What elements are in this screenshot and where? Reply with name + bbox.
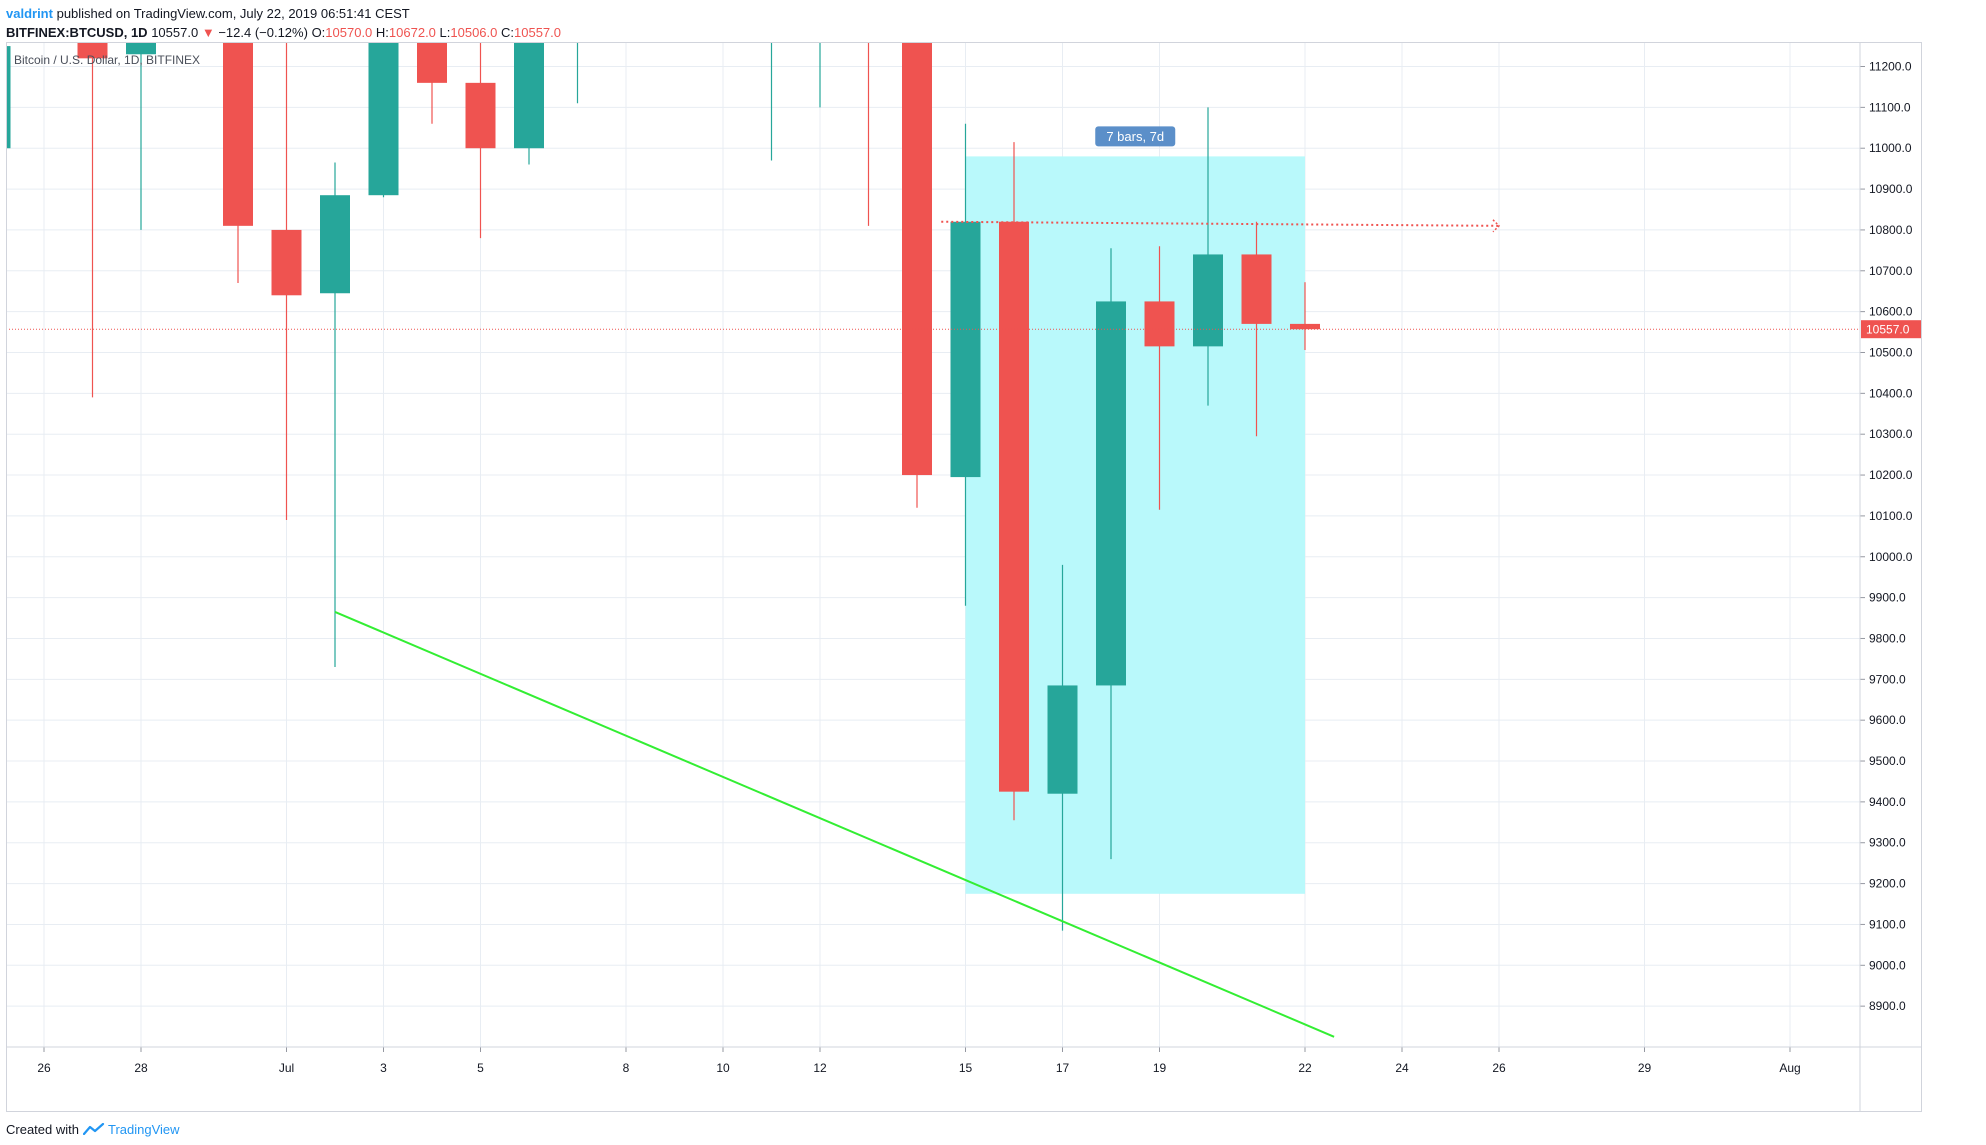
close-value: 10557.0 <box>514 25 562 40</box>
down-candle-body <box>902 42 932 476</box>
y-tick-label: 10000.0 <box>1869 550 1913 564</box>
price-change: −12.4 (−0.12%) <box>218 25 308 40</box>
x-tick-label: 12 <box>813 1061 827 1075</box>
x-tick-label: 15 <box>959 1061 973 1075</box>
current-price-tag <box>1861 320 1921 339</box>
x-tick-label: 26 <box>1492 1061 1506 1075</box>
open-value: 10570.0 <box>325 25 373 40</box>
up-candle-body <box>126 42 156 55</box>
y-tick-label: 10600.0 <box>1869 305 1913 319</box>
y-tick-label: 10200.0 <box>1869 468 1913 482</box>
down-candle-body <box>999 221 1029 792</box>
open-label: O: <box>311 25 326 40</box>
down-candle-body <box>77 42 108 59</box>
annotations: 10557.0 <box>6 219 1921 1038</box>
y-tick-label: 9500.0 <box>1869 754 1906 768</box>
axes: 8900.0 9000.0 9100.0 9200.0 9300.0 9400.0 9500… <box>6 42 1922 1112</box>
symbol-label[interactable]: BITFINEX:BTCUSD, 1D <box>6 25 148 40</box>
up-candle-body <box>1193 254 1223 347</box>
ohlc-line: BITFINEX:BTCUSD, 1D 10557.0 ▼ −12.4 (−0.… <box>6 23 561 42</box>
up-candle-body <box>950 221 981 478</box>
resistance-arrow-icon <box>1492 219 1501 233</box>
tradingview-link[interactable]: TradingView <box>108 1122 180 1137</box>
down-candle-body <box>223 42 253 226</box>
candles <box>6 42 1320 931</box>
y-tick-label: 8900.0 <box>1869 999 1906 1013</box>
x-tick-label: 3 <box>380 1061 387 1075</box>
y-tick-label: 10700.0 <box>1869 264 1913 278</box>
x-tick-label: 10 <box>716 1061 730 1075</box>
y-tick-label: 9400.0 <box>1869 795 1906 809</box>
up-candle-body <box>6 46 11 149</box>
y-tick-label: 9800.0 <box>1869 631 1906 645</box>
y-tick-label: 10100.0 <box>1869 509 1913 523</box>
author-link[interactable]: valdrint <box>6 6 53 21</box>
down-candle-body <box>1144 301 1175 347</box>
y-tick-label: 9300.0 <box>1869 836 1906 850</box>
support-trendline <box>334 610 1335 1038</box>
down-arrow-icon: ▼ <box>201 25 215 40</box>
y-tick-label: 11200.0 <box>1869 60 1912 74</box>
x-tick-label: 8 <box>623 1061 630 1075</box>
down-candle-body <box>417 42 447 83</box>
chart-frame[interactable]: 7 bars, 7d 10557.0 8900.0 9000.0 9100.0 920… <box>6 42 1922 1112</box>
down-candle-body <box>1290 323 1320 330</box>
chart-header: valdrint published on TradingView.com, J… <box>6 4 561 42</box>
current-price-label: 10557.0 <box>1866 323 1910 337</box>
range-badge-label: 7 bars, 7d <box>1106 129 1164 144</box>
publish-info: published on TradingView.com, July 22, 2… <box>56 6 410 21</box>
x-tick-label: Jul <box>279 1061 294 1075</box>
x-tick-label: 5 <box>477 1061 484 1075</box>
y-tick-label: 10500.0 <box>1869 345 1913 359</box>
low-label: L: <box>439 25 451 40</box>
footer: Created with TradingView <box>6 1120 180 1140</box>
y-tick-label: 11100.0 <box>1869 100 1911 114</box>
up-candle-body <box>1047 685 1078 794</box>
up-candle-body <box>368 42 399 196</box>
x-tick-label: 26 <box>37 1061 51 1075</box>
y-tick-label: 9900.0 <box>1869 591 1906 605</box>
publish-line: valdrint published on TradingView.com, J… <box>6 4 561 23</box>
x-tick-label: 28 <box>134 1061 148 1075</box>
down-candle-body <box>465 82 496 149</box>
high-label: H: <box>375 25 389 40</box>
last-price: 10557.0 <box>151 25 199 40</box>
close-label: C: <box>501 25 515 40</box>
y-tick-label: 10300.0 <box>1869 427 1913 441</box>
x-tick-label: 24 <box>1395 1061 1409 1075</box>
down-candle-body <box>1241 254 1272 324</box>
y-tick-label: 10900.0 <box>1869 182 1913 196</box>
grid-lines <box>6 42 1922 1112</box>
y-tick-label: 10800.0 <box>1869 223 1913 237</box>
up-candle-body <box>514 42 544 149</box>
series-legend: Bitcoin / U.S. Dollar, 1D, BITFINEX <box>14 53 200 67</box>
y-tick-label: 9100.0 <box>1869 917 1906 931</box>
created-with-label: Created with <box>6 1122 79 1137</box>
low-value: 10506.0 <box>450 25 498 40</box>
candlestick-chart[interactable]: 7 bars, 7d 10557.0 8900.0 9000.0 9100.0 920… <box>6 42 1922 1112</box>
x-tick-label: 19 <box>1153 1061 1167 1075</box>
range-badge <box>1095 126 1176 147</box>
high-value: 10672.0 <box>388 25 436 40</box>
y-tick-label: 9600.0 <box>1869 713 1906 727</box>
up-candle-body <box>1096 301 1126 686</box>
chart-background <box>6 42 1922 1112</box>
y-tick-label: 10400.0 <box>1869 386 1913 400</box>
down-candle-body <box>271 229 302 296</box>
y-tick-label: 9700.0 <box>1869 672 1906 686</box>
y-tick-label: 9200.0 <box>1869 877 1906 891</box>
x-tick-label: 22 <box>1298 1061 1312 1075</box>
y-tick-label: 11000.0 <box>1869 141 1912 155</box>
x-tick-label: 29 <box>1638 1061 1652 1075</box>
x-tick-label: 17 <box>1056 1061 1070 1075</box>
up-candle-body <box>320 195 350 294</box>
y-tick-label: 9000.0 <box>1869 958 1906 972</box>
chart-border <box>6 42 1922 1112</box>
tradingview-logo-icon <box>82 1122 104 1136</box>
x-tick-label: Aug <box>1779 1061 1800 1075</box>
